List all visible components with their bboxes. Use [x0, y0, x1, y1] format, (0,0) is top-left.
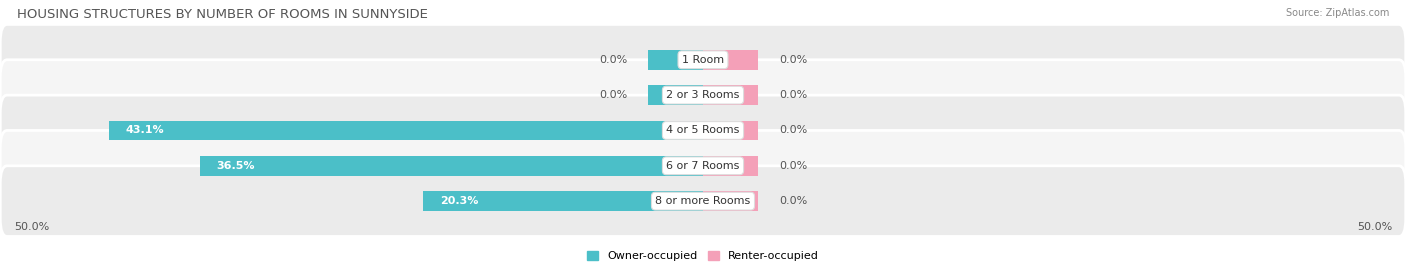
Bar	[703, 156, 758, 175]
Text: 2 or 3 Rooms: 2 or 3 Rooms	[666, 90, 740, 100]
Legend: Owner-occupied, Renter-occupied: Owner-occupied, Renter-occupied	[582, 246, 824, 266]
Text: 20.3%: 20.3%	[440, 196, 478, 206]
FancyBboxPatch shape	[0, 60, 1406, 130]
Bar	[703, 121, 758, 140]
Text: 0.0%: 0.0%	[779, 90, 807, 100]
Bar	[703, 192, 758, 211]
Bar	[423, 192, 703, 211]
Text: 50.0%: 50.0%	[1357, 222, 1392, 232]
Text: HOUSING STRUCTURES BY NUMBER OF ROOMS IN SUNNYSIDE: HOUSING STRUCTURES BY NUMBER OF ROOMS IN…	[17, 8, 427, 21]
Bar	[703, 50, 758, 69]
Text: 43.1%: 43.1%	[125, 125, 165, 136]
Text: 0.0%: 0.0%	[779, 161, 807, 171]
Text: 50.0%: 50.0%	[14, 222, 49, 232]
Text: 0.0%: 0.0%	[779, 196, 807, 206]
Bar	[200, 156, 703, 175]
Text: 36.5%: 36.5%	[217, 161, 254, 171]
Text: 0.0%: 0.0%	[599, 90, 627, 100]
FancyBboxPatch shape	[0, 166, 1406, 236]
Bar	[648, 85, 703, 105]
FancyBboxPatch shape	[0, 24, 1406, 95]
Bar	[648, 50, 703, 69]
FancyBboxPatch shape	[0, 95, 1406, 166]
Text: 4 or 5 Rooms: 4 or 5 Rooms	[666, 125, 740, 136]
Text: 8 or more Rooms: 8 or more Rooms	[655, 196, 751, 206]
Text: 1 Room: 1 Room	[682, 55, 724, 65]
Text: 0.0%: 0.0%	[779, 125, 807, 136]
Text: 0.0%: 0.0%	[779, 55, 807, 65]
Bar	[703, 85, 758, 105]
Bar	[110, 121, 703, 140]
Text: 0.0%: 0.0%	[599, 55, 627, 65]
FancyBboxPatch shape	[0, 130, 1406, 201]
Text: 6 or 7 Rooms: 6 or 7 Rooms	[666, 161, 740, 171]
Text: Source: ZipAtlas.com: Source: ZipAtlas.com	[1285, 8, 1389, 18]
